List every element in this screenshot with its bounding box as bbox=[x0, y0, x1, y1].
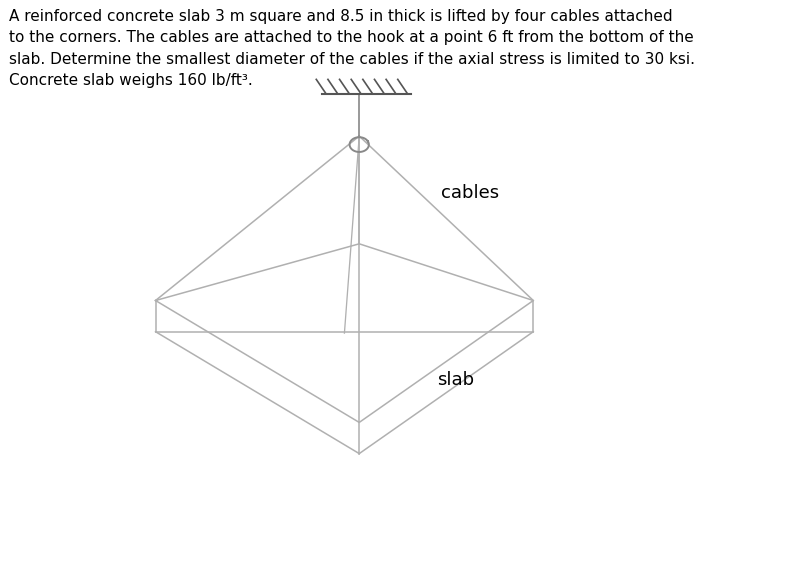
Text: A reinforced concrete slab 3 m square and 8.5 in thick is lifted by four cables : A reinforced concrete slab 3 m square an… bbox=[9, 9, 695, 88]
Text: cables: cables bbox=[440, 184, 499, 202]
Text: slab: slab bbox=[437, 371, 474, 389]
